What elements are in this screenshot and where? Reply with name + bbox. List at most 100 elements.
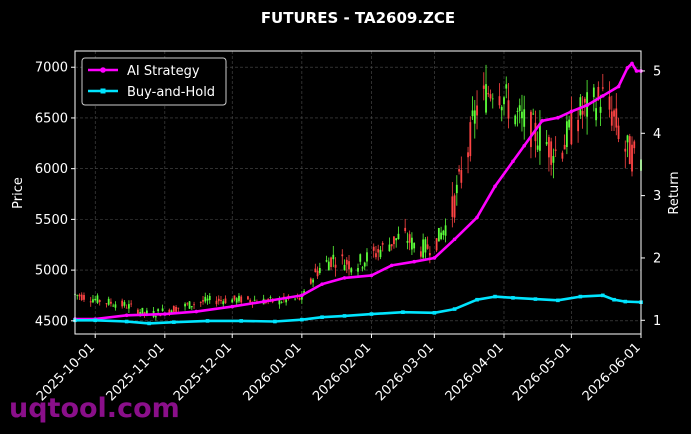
candle-body <box>157 309 160 312</box>
y-axis-label-right: Return <box>667 171 682 214</box>
candle-body <box>186 303 189 305</box>
candle-body <box>563 144 566 150</box>
candle-body <box>487 93 490 95</box>
series-point-ai-strategy <box>124 313 129 318</box>
candle-body <box>422 239 425 258</box>
candle-body <box>318 267 321 273</box>
series-point-buy-and-hold <box>273 319 277 324</box>
candle-body <box>577 119 580 132</box>
series-point-buy-and-hold <box>623 299 628 304</box>
candle-body <box>294 298 297 300</box>
candle-body <box>357 268 359 272</box>
chart-title: FUTURES - TA2609.ZCE <box>261 9 455 27</box>
candle-body <box>498 96 501 106</box>
candle-body <box>222 301 225 305</box>
candle-body <box>595 108 597 121</box>
candle-body <box>440 232 443 240</box>
y-axis-label-left: Price <box>11 177 26 209</box>
candle-body <box>397 233 400 239</box>
candle-body <box>460 170 463 183</box>
candle-body <box>536 145 539 150</box>
candle-body <box>348 261 350 270</box>
series-point-buy-and-hold <box>493 294 497 299</box>
candle-body <box>278 298 281 305</box>
candle-body <box>406 241 409 243</box>
series-point-ai-strategy <box>475 215 479 220</box>
candle-body <box>485 84 487 113</box>
candle-body <box>233 295 236 300</box>
series-point-ai-strategy <box>493 184 497 189</box>
candle-body <box>530 111 532 148</box>
series-point-buy-and-hold <box>601 293 605 298</box>
candle-body <box>435 238 438 251</box>
candle-body <box>599 106 602 113</box>
legend: AI Strategy Buy-and-Hold <box>81 57 227 106</box>
candle-body <box>379 249 382 258</box>
candle-body <box>206 298 209 301</box>
candle-body <box>624 148 627 152</box>
y-tick-label-right: 1 <box>653 314 661 329</box>
candle-body <box>393 236 395 245</box>
candle-body <box>419 251 422 257</box>
series-point-buy-and-hold <box>556 298 560 303</box>
candle-body <box>359 254 362 262</box>
y-tick-label-left: 6000 <box>35 162 68 177</box>
candle-body <box>491 98 494 100</box>
candle-body <box>615 108 618 128</box>
candle-body <box>154 316 157 318</box>
y-tick-label-right: 5 <box>653 64 661 79</box>
left-axis-ticks: 4500 5000 5500 6000 6500 7000 <box>35 61 75 329</box>
series-point-buy-and-hold <box>239 319 244 323</box>
candle-body <box>554 149 557 151</box>
series-point-buy-and-hold <box>93 318 98 323</box>
candle-body <box>327 261 330 271</box>
candle-body <box>112 305 115 307</box>
candle-body <box>123 302 126 306</box>
candle-body <box>521 111 523 119</box>
candle-body <box>170 310 173 314</box>
plot-frame <box>74 50 642 335</box>
series-point-ai-strategy <box>511 159 515 164</box>
candle-body <box>309 278 312 284</box>
candle-body <box>381 243 384 245</box>
candle-body <box>516 111 519 113</box>
candle-body <box>552 156 555 163</box>
series-point-ai-strategy <box>625 66 630 70</box>
y-tick-label-left: 4500 <box>35 314 68 329</box>
candle-body <box>136 309 139 315</box>
candle-body <box>96 295 99 303</box>
candle-body <box>626 135 629 143</box>
candle-body <box>202 300 204 302</box>
candle-body <box>98 300 101 303</box>
candle-body <box>375 253 377 258</box>
series-point-buy-and-hold <box>475 297 479 302</box>
series-point-buy-and-hold <box>320 315 324 319</box>
series-point-ai-strategy <box>601 94 605 98</box>
candle-body <box>613 110 615 117</box>
series-point-ai-strategy <box>540 119 544 123</box>
candle-body <box>617 125 620 140</box>
candle-body <box>395 238 398 241</box>
series-point-ai-strategy <box>389 263 394 268</box>
candle-body <box>316 270 319 277</box>
candle-body <box>424 239 427 253</box>
candle-body <box>312 279 314 283</box>
candle-body <box>161 308 164 312</box>
candle-body <box>121 300 124 307</box>
candle-body <box>532 113 535 115</box>
y-tick-label-right: 3 <box>653 189 661 204</box>
series-point-buy-and-hold <box>147 321 151 326</box>
candle-body <box>350 268 353 273</box>
candle-body <box>361 267 364 269</box>
candle-body <box>184 303 186 307</box>
y-tick-label-right: 4 <box>653 127 661 142</box>
series-point-ai-strategy <box>342 276 347 280</box>
candle-body <box>413 243 416 249</box>
candle-body <box>455 184 458 194</box>
candle-body <box>332 254 335 260</box>
candle-body <box>458 169 460 172</box>
candle-body <box>128 304 130 309</box>
candle-body <box>453 195 456 218</box>
candle-body <box>253 299 256 301</box>
